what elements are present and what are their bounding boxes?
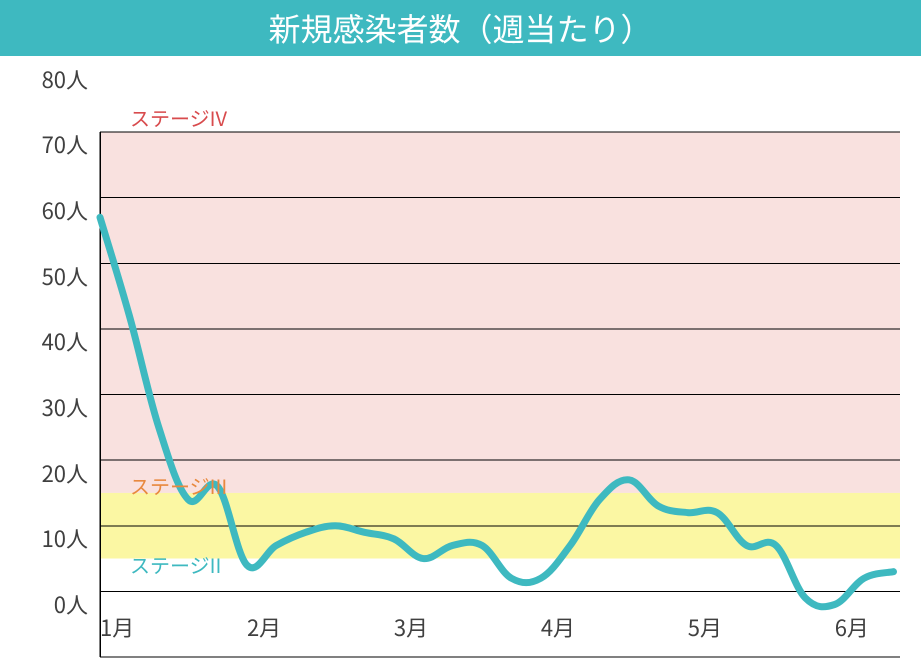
stage-label: ステージIII (130, 471, 227, 500)
x-tick-label: 6月 (835, 611, 869, 643)
x-tick-label: 3月 (394, 611, 428, 643)
y-tick-label: 30人 (42, 391, 88, 423)
y-tick-label: 50人 (42, 260, 88, 292)
y-tick-label: 20人 (42, 457, 88, 489)
x-tick-label: 5月 (688, 611, 722, 643)
y-tick-label: 70人 (42, 128, 88, 160)
y-tick-label: 80人 (42, 63, 88, 95)
chart-title: 新規感染者数（週当たり） (268, 5, 652, 51)
stage-label: ステージIV (130, 103, 227, 132)
y-tick-label: 10人 (42, 522, 88, 554)
y-tick-label: 40人 (42, 325, 88, 357)
x-tick-label: 1月 (100, 611, 134, 643)
y-tick-label: 0人 (54, 588, 88, 620)
y-tick-label: 60人 (42, 194, 88, 226)
title-bar: 新規感染者数（週当たり） (0, 0, 921, 56)
stage-label: ステージII (130, 550, 221, 579)
x-tick-label: 4月 (541, 611, 575, 643)
x-tick-label: 2月 (247, 611, 281, 643)
